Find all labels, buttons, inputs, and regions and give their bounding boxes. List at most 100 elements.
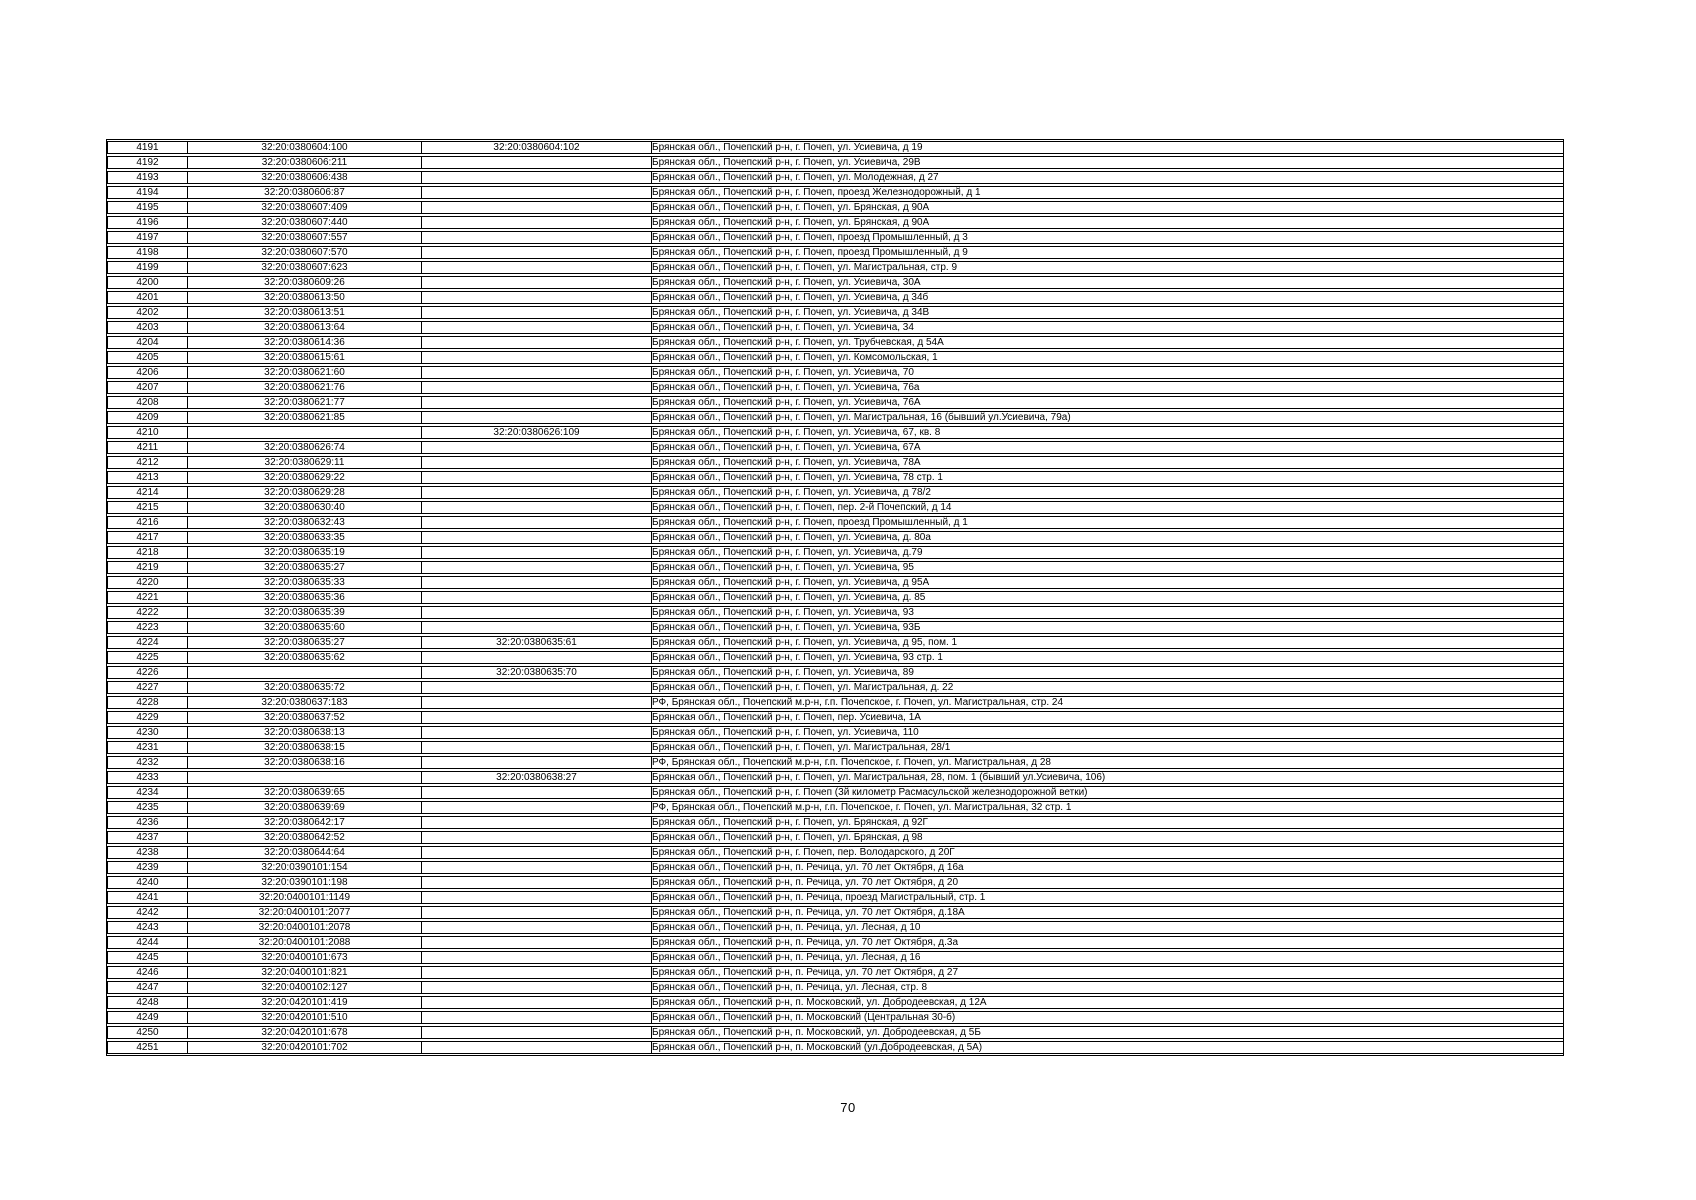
address-cell: Брянская обл., Почепский р-н, г. Почеп, … [652, 441, 1563, 454]
table-row: 4222 32:20:0380635:39 Брянская обл., Почеп… [107, 606, 1563, 619]
secondary-cadastral-number-cell [422, 891, 652, 904]
row-number-cell: 4208 [107, 396, 188, 409]
row-number-cell: 4198 [107, 246, 188, 259]
cadastral-number-cell: 32:20:0380621:76 [188, 381, 422, 394]
table-row: 4198 32:20:0380607:570 Брянская обл., Поче… [107, 246, 1563, 259]
secondary-cadastral-number-cell [422, 786, 652, 799]
table-row: 4223 32:20:0380635:60 Брянская обл., Почеп… [107, 621, 1563, 634]
table-row: 4217 32:20:0380633:35 Брянская обл., Почеп… [107, 531, 1563, 544]
secondary-cadastral-number-cell [422, 156, 652, 169]
cadastral-number-cell: 32:20:0380621:85 [188, 411, 422, 424]
address-cell: Брянская обл., Почепский р-н, г. Почеп, … [652, 711, 1563, 724]
table-row: 4236 32:20:0380642:17 Брянская обл., Почеп… [107, 816, 1563, 829]
cadastral-number-cell: 32:20:0380639:69 [188, 801, 422, 814]
address-cell: Брянская обл., Почепский р-н, г. Почеп, … [652, 456, 1563, 469]
table-row: 4229 32:20:0380637:52 Брянская обл., Почеп… [107, 711, 1563, 724]
row-number-cell: 4228 [107, 696, 188, 709]
address-cell: Брянская обл., Почепский р-н, г. Почеп, … [652, 396, 1563, 409]
secondary-cadastral-number-cell [422, 591, 652, 604]
secondary-cadastral-number-cell [422, 216, 652, 229]
row-number-cell: 4236 [107, 816, 188, 829]
cadastral-number-cell: 32:20:0380606:211 [188, 156, 422, 169]
row-number-cell: 4237 [107, 831, 188, 844]
secondary-cadastral-number-cell [422, 411, 652, 424]
cadastral-number-cell: 32:20:0380635:33 [188, 576, 422, 589]
secondary-cadastral-number-cell [422, 501, 652, 514]
table-row: 4197 32:20:0380607:557 Брянская обл., Поче… [107, 231, 1563, 244]
table-row: 4218 32:20:0380635:19 Брянская обл., Почеп… [107, 546, 1563, 559]
table-row: 4219 32:20:0380635:27 Брянская обл., Почеп… [107, 561, 1563, 574]
cadastral-number-cell: 32:20:0380639:65 [188, 786, 422, 799]
address-cell: Брянская обл., Почепский р-н, г. Почеп, … [652, 546, 1563, 559]
table-row: 4221 32:20:0380635:36 Брянская обл., Почеп… [107, 591, 1563, 604]
table-row: 4249 32:20:0420101:510 Брянская обл., Поче… [107, 1011, 1563, 1024]
table-row: 4238 32:20:0380644:64 Брянская обл., Почеп… [107, 846, 1563, 859]
cadastral-number-cell: 32:20:0380644:64 [188, 846, 422, 859]
secondary-cadastral-number-cell: 32:20:0380604:102 [422, 141, 652, 154]
row-number-cell: 4227 [107, 681, 188, 694]
address-cell: Брянская обл., Почепский р-н, г. Почеп, … [652, 486, 1563, 499]
secondary-cadastral-number-cell [422, 561, 652, 574]
address-cell: РФ, Брянская обл., Почепский м.р-н, г.п.… [652, 756, 1563, 769]
secondary-cadastral-number-cell: 32:20:0380626:109 [422, 426, 652, 439]
table-row: 4202 32:20:0380613:51 Брянская обл., Почеп… [107, 306, 1563, 319]
secondary-cadastral-number-cell [422, 486, 652, 499]
table-row: 4230 32:20:0380638:13 Брянская обл., Почеп… [107, 726, 1563, 739]
secondary-cadastral-number-cell [422, 276, 652, 289]
row-number-cell: 4217 [107, 531, 188, 544]
address-cell: Брянская обл., Почепский р-н, п. Речица,… [652, 981, 1563, 994]
cadastral-number-cell [188, 771, 422, 784]
table-row: 4251 32:20:0420101:702 Брянская обл., Поче… [107, 1041, 1563, 1054]
table-row: 4208 32:20:0380621:77 Брянская обл., Почеп… [107, 396, 1563, 409]
address-cell: РФ, Брянская обл., Почепский м.р-н, г.п.… [652, 801, 1563, 814]
address-cell: Брянская обл., Почепский р-н, г. Почеп, … [652, 846, 1563, 859]
cadastral-number-cell: 32:20:0380606:438 [188, 171, 422, 184]
secondary-cadastral-number-cell [422, 531, 652, 544]
page-number: 70 [840, 1100, 856, 1115]
cadastral-number-cell: 32:20:0380613:64 [188, 321, 422, 334]
address-cell: Брянская обл., Почепский р-н, г. Почеп, … [652, 216, 1563, 229]
address-cell: Брянская обл., Почепский р-н, г. Почеп, … [652, 381, 1563, 394]
secondary-cadastral-number-cell [422, 576, 652, 589]
secondary-cadastral-number-cell [422, 951, 652, 964]
row-number-cell: 4203 [107, 321, 188, 334]
secondary-cadastral-number-cell [422, 366, 652, 379]
secondary-cadastral-number-cell [422, 321, 652, 334]
row-number-cell: 4241 [107, 891, 188, 904]
table-row: 4233 32:20:0380638:27 Брянская обл., Почеп… [107, 771, 1563, 784]
cadastral-number-cell: 32:20:0380614:36 [188, 336, 422, 349]
secondary-cadastral-number-cell [422, 231, 652, 244]
table-row: 4193 32:20:0380606:438 Брянская обл., Поче… [107, 171, 1563, 184]
secondary-cadastral-number-cell: 32:20:0380635:61 [422, 636, 652, 649]
cadastral-number-cell: 32:20:0380635:39 [188, 606, 422, 619]
secondary-cadastral-number-cell [422, 246, 652, 259]
row-number-cell: 4196 [107, 216, 188, 229]
table-row: 4241 32:20:0400101:1149 Брянская обл., Поч… [107, 891, 1563, 904]
secondary-cadastral-number-cell [422, 831, 652, 844]
secondary-cadastral-number-cell [422, 726, 652, 739]
row-number-cell: 4202 [107, 306, 188, 319]
table-row: 4203 32:20:0380613:64 Брянская обл., Почеп… [107, 321, 1563, 334]
address-cell: Брянская обл., Почепский р-н, г. Почеп, … [652, 156, 1563, 169]
table-row: 4248 32:20:0420101:419 Брянская обл., Поче… [107, 996, 1563, 1009]
secondary-cadastral-number-cell [422, 756, 652, 769]
cadastral-number-cell: 32:20:0380604:100 [188, 141, 422, 154]
address-cell: Брянская обл., Почепский р-н, г. Почеп, … [652, 321, 1563, 334]
address-cell: Брянская обл., Почепский р-н, г. Почеп, … [652, 291, 1563, 304]
address-cell: Брянская обл., Почепский р-н, п. Речица,… [652, 921, 1563, 934]
address-cell: Брянская обл., Почепский р-н, г. Почеп, … [652, 366, 1563, 379]
table-row: 4232 32:20:0380638:16 РФ, Брянская обл., П… [107, 756, 1563, 769]
table-row: 4234 32:20:0380639:65 Брянская обл., Почеп… [107, 786, 1563, 799]
table-row: 4211 32:20:0380626:74 Брянская обл., Почеп… [107, 441, 1563, 454]
row-number-cell: 4199 [107, 261, 188, 274]
cadastral-number-cell: 32:20:0390101:154 [188, 861, 422, 874]
row-number-cell: 4238 [107, 846, 188, 859]
secondary-cadastral-number-cell [422, 846, 652, 859]
cadastral-number-cell: 32:20:0380637:52 [188, 711, 422, 724]
cadastral-number-cell: 32:20:0380638:13 [188, 726, 422, 739]
row-number-cell: 4251 [107, 1041, 188, 1054]
address-cell: Брянская обл., Почепский р-н, п. Московс… [652, 1041, 1563, 1054]
cadastral-number-cell: 32:20:0380607:409 [188, 201, 422, 214]
cadastral-number-cell [188, 426, 422, 439]
cadastral-number-cell: 32:20:0380633:35 [188, 531, 422, 544]
